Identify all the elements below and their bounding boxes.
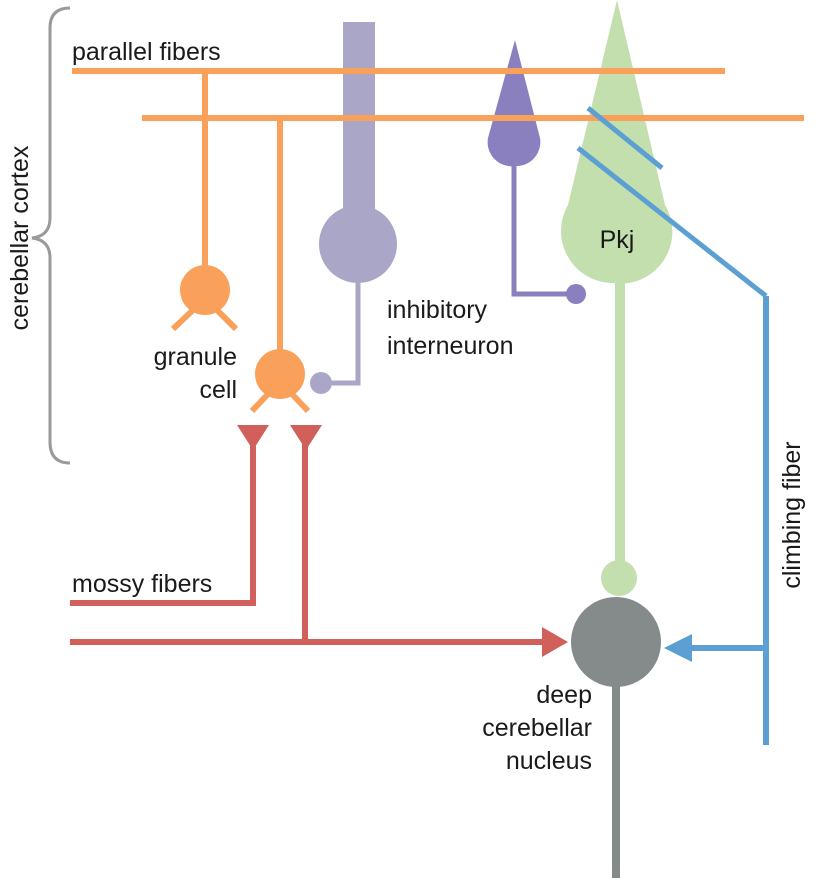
inhibitory-interneuron (487, 40, 586, 304)
granule-soma-right (255, 349, 305, 399)
inhibitory-interneuron-terminal (566, 284, 586, 304)
deep-cerebellar-nucleus (571, 597, 661, 878)
granule-dendrite-left-a (170, 307, 196, 332)
purkinje-soma (561, 0, 673, 284)
mossy-terminal-left (237, 425, 269, 450)
purkinje-axon (615, 280, 625, 570)
dcn-soma (571, 597, 661, 687)
climbing-fiber-terminal (664, 634, 692, 662)
parallel-fibers-label: parallel fibers (72, 38, 221, 66)
mossy-fiber-lower (70, 440, 548, 645)
cerebellar-cortex-bracket (31, 6, 71, 465)
mossy-fiber-upper (70, 440, 256, 606)
climbing-fiber-branch-lower (576, 146, 768, 298)
large-interneuron-axon (322, 280, 361, 386)
purkinje-label: Pkj (600, 226, 635, 254)
granule-soma-left (180, 265, 230, 315)
climbing-fiber-branch-upper (586, 106, 664, 170)
dcn-label-line2: cerebellar (482, 714, 592, 742)
large-interneuron-terminal (310, 372, 332, 394)
mossy-terminal-dcn (542, 627, 568, 657)
granule-cell-right (249, 118, 311, 414)
granule-cell-label-line2: cell (199, 376, 237, 404)
granule-dendrite-right-b (289, 391, 311, 414)
granule-dendrite-left-b (214, 307, 239, 332)
large-interneuron-soma (319, 205, 397, 283)
purkinje-terminal (601, 560, 637, 596)
parallel-fibers (72, 68, 804, 121)
purkinje-cell (561, 0, 673, 596)
mossy-fibers (70, 425, 568, 657)
granule-cell-left (170, 71, 239, 332)
dcn-label-line1: deep (536, 681, 592, 709)
inhibitory-interneuron-label-line2: interneuron (387, 332, 513, 360)
inhibitory-interneuron-label-line1: inhibitory (387, 296, 488, 324)
dcn-label-line3: nucleus (506, 747, 592, 775)
large-interneuron-dendrite (343, 22, 375, 222)
granule-dendrite-right-a (249, 391, 271, 414)
inhibitory-interneuron-axon (511, 160, 572, 297)
climbing-fiber (576, 106, 769, 745)
cerebellar-cortex-label: cerebellar cortex (6, 145, 34, 330)
mossy-terminal-right (290, 425, 322, 450)
inhibitory-interneuron-soma (487, 40, 541, 167)
mossy-fibers-label: mossy fibers (72, 570, 212, 598)
climbing-fiber-label: climbing fiber (778, 441, 806, 588)
granule-cell-label-line1: granule (154, 343, 237, 371)
large-interneuron (310, 22, 397, 394)
